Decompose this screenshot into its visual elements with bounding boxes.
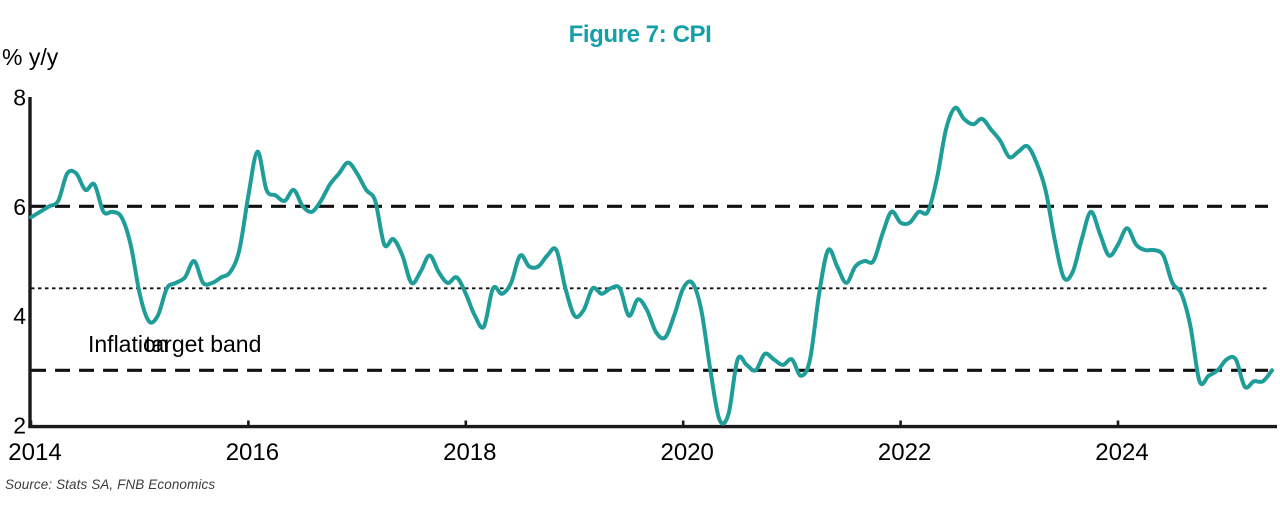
x-tick-label: 2022 [878, 439, 931, 466]
x-tick-label: 2014 [8, 439, 61, 466]
cpi-series-path [29, 105, 1274, 426]
inflation-label: Inflation [88, 331, 169, 357]
y-tick-label: 2 [13, 413, 26, 439]
target-band-label: target band [145, 331, 262, 357]
y-tick-label: 8 [13, 85, 26, 111]
x-tick-label: 2016 [226, 439, 279, 466]
x-tick-label: 2024 [1095, 439, 1148, 466]
x-tick-label: 2018 [443, 439, 496, 466]
figure-title: Figure 7: CPI [568, 21, 712, 48]
y-tick-label: 4 [13, 303, 26, 329]
y-axis-unit-label: % y/y [2, 44, 59, 70]
y-tick-label: 6 [13, 194, 26, 220]
source-caption: Source: Stats SA, FNB Economics [5, 477, 216, 492]
x-tick-label: 2020 [661, 439, 714, 466]
